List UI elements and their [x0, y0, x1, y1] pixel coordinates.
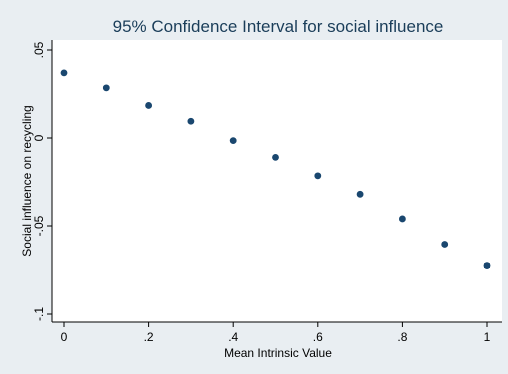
x-tick-label: .4	[228, 330, 238, 344]
x-tick-label: .6	[313, 330, 323, 344]
data-point	[60, 69, 68, 77]
chart-title: 95% Confidence Interval for social influ…	[113, 17, 444, 36]
data-point	[145, 102, 153, 109]
y-tick-label: .05	[32, 41, 46, 58]
y-axis-ticks: -.1 -.05 0 .05	[32, 41, 52, 321]
y-tick-label: 0	[32, 134, 46, 141]
data-point	[272, 153, 279, 161]
data-point	[441, 241, 449, 248]
data-point	[483, 262, 491, 269]
x-axis-label: Mean Intrinsic Value	[224, 346, 332, 360]
y-axis-label: Social influence on recycling	[20, 105, 34, 256]
x-axis-ticks: 0 .2 .4 .6 .8 1	[61, 322, 491, 344]
y-tick-label: -.05	[32, 215, 46, 236]
data-point	[229, 137, 237, 145]
x-tick-label: .2	[144, 330, 154, 344]
x-tick-label: .8	[397, 330, 407, 344]
data-point	[102, 84, 110, 92]
x-tick-label: 0	[61, 330, 68, 344]
data-point	[356, 190, 364, 198]
data-point	[314, 172, 322, 180]
data-point	[399, 215, 406, 223]
y-tick-label: -.1	[32, 307, 46, 321]
x-tick-label: 1	[484, 330, 491, 344]
data-points	[60, 69, 491, 269]
data-point	[187, 117, 195, 125]
plot-area	[52, 40, 502, 322]
